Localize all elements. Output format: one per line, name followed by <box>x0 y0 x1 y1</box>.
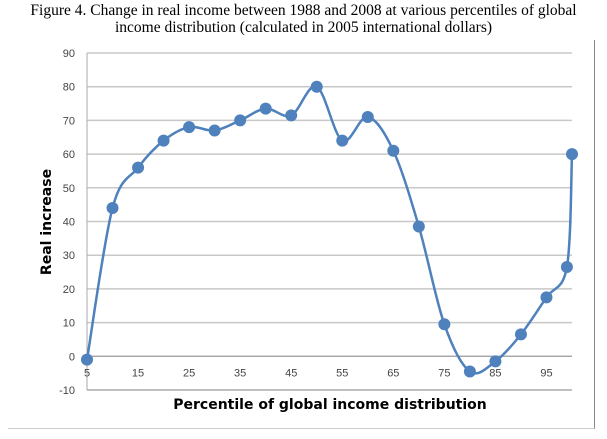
data-point <box>285 109 298 122</box>
data-point <box>132 161 145 174</box>
data-point <box>514 328 527 341</box>
data-point <box>310 80 323 93</box>
y-tick-label: 90 <box>63 48 75 60</box>
data-point <box>489 355 502 368</box>
title-line-2: income distribution (calculated in 2005 … <box>114 19 493 36</box>
data-point <box>336 134 349 147</box>
data-point <box>463 365 476 378</box>
data-point <box>208 124 221 137</box>
x-tick-label: 75 <box>438 367 450 379</box>
x-tick-label: 15 <box>132 367 144 379</box>
y-tick-label: 20 <box>63 284 75 296</box>
x-tick-label: 5 <box>84 367 90 379</box>
data-point <box>438 318 451 331</box>
x-tick-label: 95 <box>540 367 552 379</box>
data-point <box>560 260 573 273</box>
y-axis-label: Real increase <box>39 169 55 275</box>
y-tick-label: 10 <box>63 318 75 330</box>
x-axis-label: Percentile of global income distribution <box>173 397 487 413</box>
x-tick-label: 45 <box>285 367 297 379</box>
data-point <box>566 148 578 161</box>
y-tick-label: 50 <box>63 183 75 195</box>
chart-frame <box>8 40 595 429</box>
series-line <box>85 85 574 375</box>
x-tick-label: 55 <box>336 367 348 379</box>
chart-title: Figure 4. Change in real income between … <box>0 2 607 36</box>
y-tick-label: 40 <box>63 217 75 229</box>
data-point <box>234 114 247 127</box>
y-tick-label: 70 <box>63 115 75 127</box>
x-tick-label: 25 <box>183 367 195 379</box>
data-point <box>106 202 119 215</box>
data-point <box>259 102 272 115</box>
y-tick-label: -10 <box>59 385 75 397</box>
x-tick-label: 35 <box>234 367 246 379</box>
y-tick-label: 60 <box>63 149 75 161</box>
data-point <box>183 121 196 134</box>
title-line-1: Figure 4. Change in real income between … <box>30 2 577 19</box>
y-tick-label: 0 <box>69 351 75 363</box>
x-tick-label: 65 <box>387 367 399 379</box>
y-tick-label: 80 <box>63 82 75 94</box>
data-point <box>412 220 425 233</box>
data-point <box>361 111 374 124</box>
data-point <box>81 353 93 366</box>
x-tick-label: 85 <box>489 367 501 379</box>
data-point <box>540 291 553 304</box>
y-tick-label: 30 <box>63 250 75 262</box>
data-point <box>157 134 170 147</box>
data-point <box>387 144 400 157</box>
